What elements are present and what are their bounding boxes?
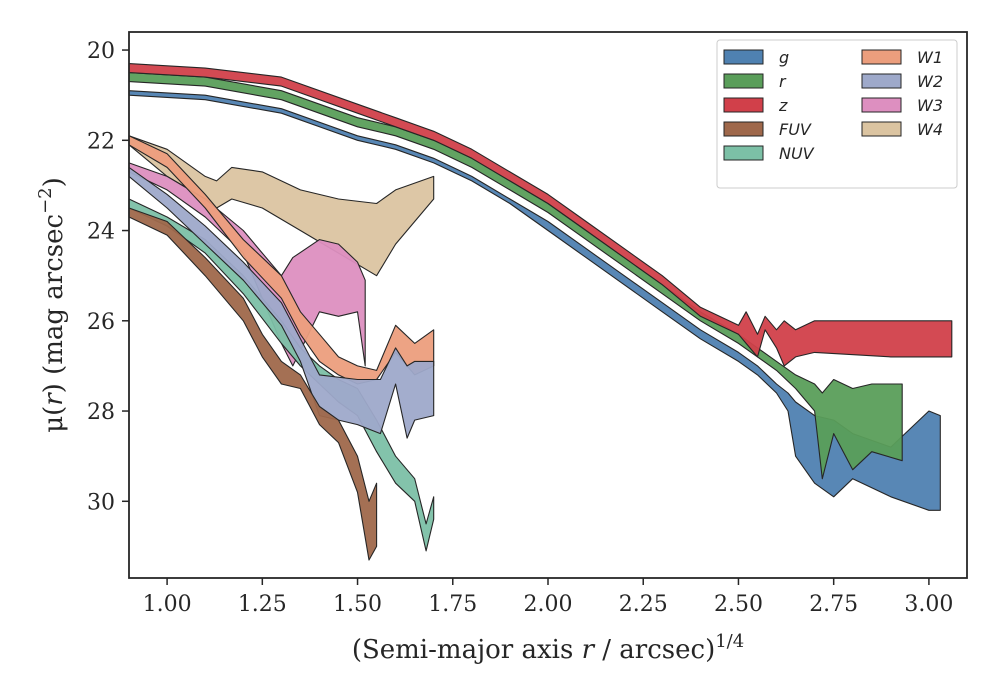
x-axis-label: (Semi-major axis r / arcsec)1/4 <box>352 631 744 665</box>
x-tick-label: 2.25 <box>619 592 668 617</box>
series-band-z <box>128 63 953 367</box>
legend-swatch-w3 <box>861 97 902 113</box>
series-band-fuv <box>128 207 378 561</box>
ticks-layer: 1.00 1.25 1.50 1.75 2.00 2.25 2.50 2.75 3.00 20 22… <box>87 39 953 617</box>
legend-swatch-z <box>723 97 764 113</box>
y-tick-label: 28 <box>87 400 115 425</box>
y-tick-label: 26 <box>87 310 115 335</box>
legend-label-w2: W2 <box>917 72 943 91</box>
legend-label-w3: W3 <box>917 96 943 115</box>
series-band-w2 <box>128 166 435 439</box>
legend-label-fuv: FUV <box>779 120 812 139</box>
legend-label-r: r <box>779 72 787 91</box>
x-tick-label: 2.50 <box>714 592 763 617</box>
y-tick-label: 20 <box>87 39 115 64</box>
legend: grz FUV NUV W1 W2 W3 W4 <box>716 39 958 189</box>
x-tick-label: 2.75 <box>809 592 858 617</box>
legend-label-z: z <box>778 96 788 115</box>
legend-swatch-nuv <box>723 145 764 161</box>
y-tick-label: 24 <box>87 220 115 245</box>
legend-swatch-w4 <box>861 121 902 137</box>
legend-swatch-r <box>723 73 764 89</box>
legend-swatch-fuv <box>723 121 764 137</box>
series-layer <box>128 63 953 561</box>
legend-label-w4: W4 <box>917 120 943 139</box>
x-tick-label: 3.00 <box>904 592 953 617</box>
legend-swatch-w2 <box>861 73 902 89</box>
legend-swatch-g <box>723 49 764 65</box>
y-tick-label: 30 <box>87 490 115 515</box>
legend-swatch-w1 <box>861 49 902 65</box>
legend-label-g: g <box>779 48 789 67</box>
y-axis-label: μ(r) (mag arcsec−2) <box>35 177 69 433</box>
x-tick-label: 1.50 <box>333 592 382 617</box>
x-tick-label: 2.00 <box>524 592 573 617</box>
y-tick-label: 22 <box>87 129 115 154</box>
x-tick-label: 1.25 <box>238 592 287 617</box>
legend-label-nuv: NUV <box>779 144 815 163</box>
x-tick-label: 1.00 <box>143 592 192 617</box>
series-band-g <box>128 90 941 511</box>
series-band-w1 <box>128 135 435 385</box>
x-tick-label: 1.75 <box>428 592 477 617</box>
legend-label-w1: W1 <box>917 48 943 67</box>
